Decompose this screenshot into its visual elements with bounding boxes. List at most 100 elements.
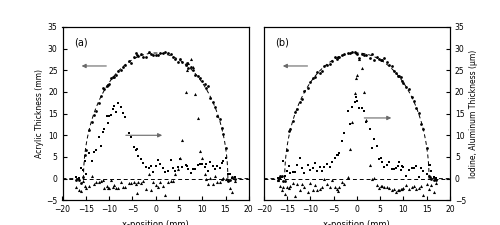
Point xyxy=(378,185,386,188)
Point xyxy=(130,55,138,59)
Point xyxy=(184,66,192,70)
Point xyxy=(167,53,175,56)
Point xyxy=(428,177,436,181)
Point xyxy=(110,104,118,107)
Point xyxy=(92,148,100,151)
Point xyxy=(208,182,216,186)
Point xyxy=(191,92,199,95)
Point xyxy=(176,157,184,160)
Point xyxy=(186,65,194,69)
Point xyxy=(202,177,209,181)
Point xyxy=(142,166,150,169)
Point xyxy=(394,188,402,191)
Point xyxy=(316,166,324,169)
Point xyxy=(419,169,427,173)
Point xyxy=(152,183,160,187)
Point xyxy=(100,130,108,133)
Point xyxy=(402,184,410,187)
Point xyxy=(330,55,338,59)
Point xyxy=(348,50,356,54)
Point xyxy=(184,61,192,65)
Point xyxy=(198,157,206,160)
Point xyxy=(231,176,239,179)
Point xyxy=(392,166,400,170)
Point xyxy=(112,74,120,77)
Point xyxy=(169,179,177,182)
Point xyxy=(133,191,141,194)
Point xyxy=(228,176,236,179)
Point xyxy=(218,177,226,180)
Point xyxy=(298,182,306,186)
Point xyxy=(355,106,363,110)
Point xyxy=(147,52,155,56)
Point xyxy=(397,187,405,191)
Point xyxy=(219,176,227,179)
Point xyxy=(86,151,94,155)
Point xyxy=(196,76,204,79)
Point xyxy=(362,54,370,57)
Point xyxy=(368,177,376,181)
Point xyxy=(353,99,361,102)
Point xyxy=(388,188,396,191)
Point xyxy=(412,164,420,168)
Point xyxy=(380,185,388,189)
Point xyxy=(336,56,344,59)
Point xyxy=(414,111,422,115)
Point xyxy=(278,175,286,178)
Point xyxy=(108,185,116,189)
Point xyxy=(383,60,391,64)
Point xyxy=(72,178,80,181)
Point xyxy=(122,63,130,67)
Point xyxy=(222,146,230,150)
Point xyxy=(186,57,194,61)
Point xyxy=(432,182,440,185)
Point xyxy=(278,175,286,179)
Point xyxy=(139,162,147,165)
Point xyxy=(194,117,202,120)
Point xyxy=(94,180,102,184)
Point xyxy=(211,106,219,109)
Point xyxy=(104,83,112,87)
Point xyxy=(176,57,184,60)
Point xyxy=(183,165,191,168)
Point xyxy=(88,174,96,178)
Point xyxy=(90,182,98,185)
Point xyxy=(144,172,152,176)
Point xyxy=(204,85,212,88)
Point xyxy=(156,162,164,166)
Point xyxy=(410,99,418,102)
Point xyxy=(355,57,363,61)
Point xyxy=(211,167,219,171)
Point xyxy=(397,76,405,79)
Point xyxy=(276,184,284,187)
Point xyxy=(204,182,212,186)
Point xyxy=(82,186,90,189)
Y-axis label: Iodine, Aluminum Thickness (μm): Iodine, Aluminum Thickness (μm) xyxy=(469,50,478,178)
Point xyxy=(368,146,376,150)
Point xyxy=(231,177,239,181)
Point xyxy=(214,164,222,167)
Point xyxy=(280,192,288,195)
Point xyxy=(344,109,351,113)
Point xyxy=(132,51,140,55)
Point xyxy=(204,169,212,173)
Point xyxy=(408,185,416,189)
Point xyxy=(378,58,386,61)
Point xyxy=(334,190,342,193)
Point xyxy=(178,61,186,64)
Point xyxy=(425,187,433,191)
Point xyxy=(340,182,348,186)
Point xyxy=(375,58,383,61)
Point xyxy=(425,175,433,178)
Point xyxy=(94,135,102,139)
Point xyxy=(222,177,230,180)
Point xyxy=(183,62,191,65)
Point xyxy=(75,178,83,182)
Point xyxy=(186,171,194,175)
Point xyxy=(100,86,108,90)
Point xyxy=(216,166,224,170)
Point xyxy=(80,153,88,157)
Point xyxy=(311,75,319,78)
Point xyxy=(300,171,308,174)
Point xyxy=(375,186,383,189)
